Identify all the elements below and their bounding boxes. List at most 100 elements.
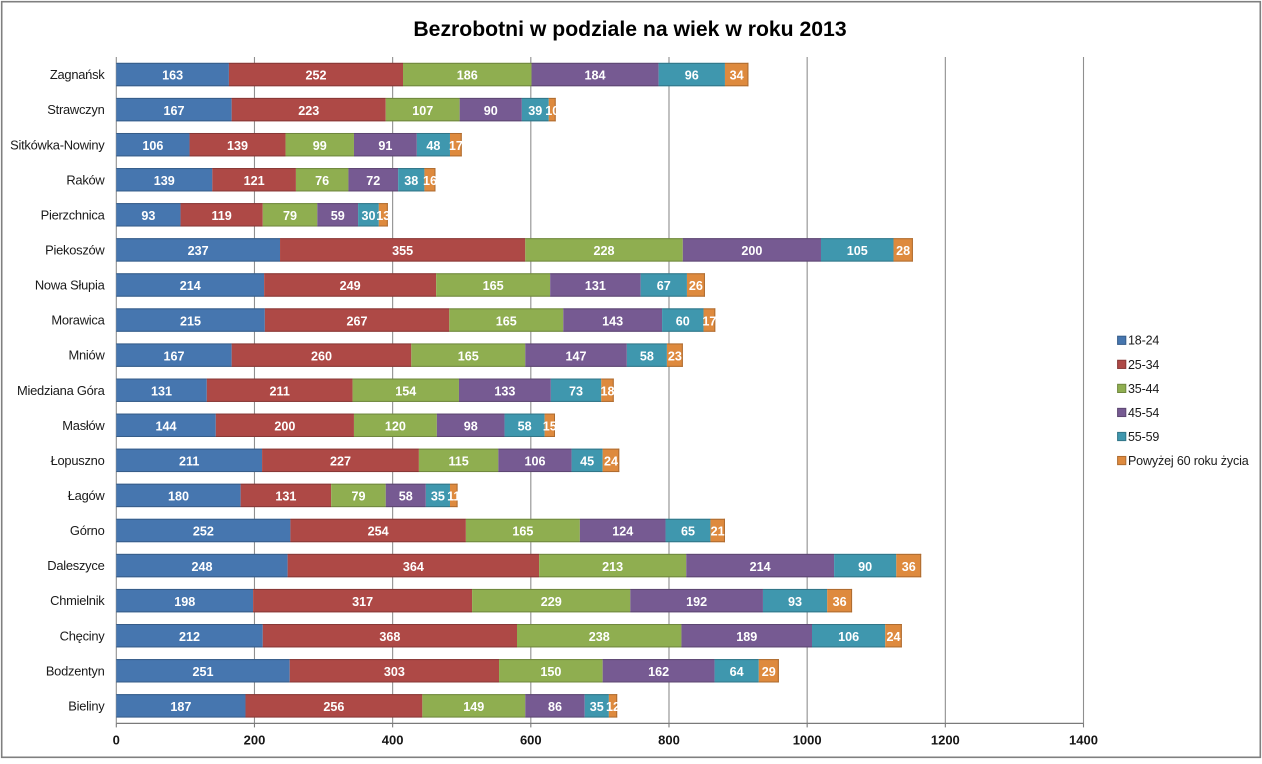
svg-text:36: 36 (833, 595, 847, 609)
svg-text:368: 368 (379, 630, 400, 644)
svg-text:35-44: 35-44 (1128, 382, 1159, 396)
svg-text:364: 364 (403, 560, 424, 574)
svg-text:1400: 1400 (1069, 733, 1098, 748)
svg-text:800: 800 (658, 733, 680, 748)
svg-text:17: 17 (702, 314, 716, 328)
svg-text:38: 38 (404, 174, 418, 188)
svg-text:149: 149 (463, 700, 484, 714)
svg-text:79: 79 (351, 490, 365, 504)
svg-text:58: 58 (518, 419, 532, 433)
svg-text:200: 200 (274, 419, 295, 433)
svg-text:317: 317 (352, 595, 373, 609)
svg-text:147: 147 (566, 349, 587, 363)
svg-text:Łagów: Łagów (68, 488, 106, 503)
svg-text:260: 260 (311, 349, 332, 363)
svg-text:165: 165 (496, 314, 517, 328)
svg-text:267: 267 (347, 314, 368, 328)
svg-text:212: 212 (179, 630, 200, 644)
svg-text:106: 106 (142, 139, 163, 153)
svg-text:256: 256 (323, 700, 344, 714)
svg-text:167: 167 (163, 104, 184, 118)
svg-text:115: 115 (448, 455, 468, 469)
svg-text:124: 124 (612, 525, 633, 539)
svg-text:167: 167 (163, 349, 184, 363)
svg-text:29: 29 (762, 665, 776, 679)
svg-text:93: 93 (788, 595, 802, 609)
svg-text:13: 13 (376, 209, 390, 223)
svg-text:165: 165 (483, 279, 504, 293)
svg-text:163: 163 (162, 69, 183, 83)
svg-text:60: 60 (676, 314, 690, 328)
svg-text:106: 106 (524, 455, 545, 469)
svg-text:131: 131 (585, 279, 606, 293)
svg-text:16: 16 (423, 174, 437, 188)
svg-text:10: 10 (545, 104, 559, 118)
svg-text:215: 215 (180, 314, 201, 328)
svg-text:64: 64 (730, 665, 744, 679)
svg-text:223: 223 (298, 104, 319, 118)
svg-text:143: 143 (602, 314, 623, 328)
svg-text:355: 355 (392, 244, 413, 258)
svg-text:73: 73 (569, 384, 583, 398)
svg-text:90: 90 (858, 560, 872, 574)
svg-text:139: 139 (227, 139, 248, 153)
svg-text:45-54: 45-54 (1128, 406, 1159, 420)
svg-text:150: 150 (540, 665, 561, 679)
svg-text:131: 131 (151, 384, 172, 398)
svg-text:21: 21 (711, 525, 725, 539)
svg-text:254: 254 (368, 525, 389, 539)
svg-text:186: 186 (457, 69, 478, 83)
svg-text:139: 139 (154, 174, 175, 188)
svg-text:187: 187 (170, 700, 191, 714)
svg-text:Chęciny: Chęciny (60, 628, 106, 643)
svg-text:Strawczyn: Strawczyn (47, 102, 104, 117)
svg-text:249: 249 (340, 279, 361, 293)
svg-text:211: 211 (270, 384, 290, 398)
svg-text:107: 107 (412, 104, 433, 118)
svg-text:180: 180 (168, 490, 189, 504)
svg-text:18-24: 18-24 (1128, 334, 1159, 348)
svg-text:67: 67 (657, 279, 671, 293)
svg-text:227: 227 (330, 455, 351, 469)
svg-text:198: 198 (174, 595, 195, 609)
svg-text:34: 34 (730, 69, 744, 83)
svg-text:184: 184 (585, 69, 606, 83)
svg-text:Morawica: Morawica (51, 313, 105, 328)
svg-text:Górno: Górno (70, 523, 105, 538)
svg-text:Łopuszno: Łopuszno (51, 453, 105, 468)
svg-text:Daleszyce: Daleszyce (47, 558, 104, 573)
svg-text:Miedziana Góra: Miedziana Góra (17, 383, 106, 398)
svg-text:229: 229 (541, 595, 562, 609)
svg-text:120: 120 (385, 419, 406, 433)
svg-text:200: 200 (244, 733, 266, 748)
svg-text:79: 79 (283, 209, 297, 223)
svg-text:18: 18 (600, 384, 614, 398)
svg-text:23: 23 (668, 349, 682, 363)
svg-text:Bodzentyn: Bodzentyn (46, 663, 105, 678)
svg-text:237: 237 (188, 244, 209, 258)
svg-text:72: 72 (366, 174, 380, 188)
svg-text:24: 24 (887, 630, 901, 644)
svg-text:Raków: Raków (66, 172, 105, 187)
svg-text:17: 17 (449, 139, 463, 153)
svg-text:200: 200 (741, 244, 762, 258)
svg-text:Powyżej 60 roku życia: Powyżej 60 roku życia (1128, 454, 1249, 468)
svg-text:Bezrobotni w podziale na wiek: Bezrobotni w podziale na wiek w roku 201… (413, 18, 846, 41)
svg-text:28: 28 (896, 244, 910, 258)
svg-text:251: 251 (192, 665, 213, 679)
svg-text:76: 76 (315, 174, 329, 188)
svg-text:Bieliny: Bieliny (68, 698, 105, 713)
svg-text:1200: 1200 (931, 733, 960, 748)
svg-text:600: 600 (520, 733, 542, 748)
svg-text:55-59: 55-59 (1128, 430, 1159, 444)
svg-text:59: 59 (331, 209, 345, 223)
svg-text:39: 39 (528, 104, 542, 118)
svg-text:35: 35 (590, 700, 604, 714)
svg-text:303: 303 (384, 665, 405, 679)
svg-text:248: 248 (191, 560, 212, 574)
svg-text:121: 121 (244, 174, 265, 188)
svg-text:189: 189 (736, 630, 757, 644)
svg-text:144: 144 (156, 419, 177, 433)
svg-text:58: 58 (399, 490, 413, 504)
svg-text:400: 400 (382, 733, 404, 748)
